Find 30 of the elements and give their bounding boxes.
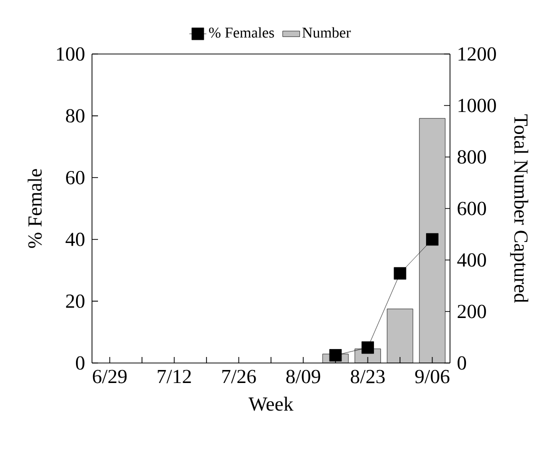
y-tick-label: 40 bbox=[66, 232, 84, 246]
y-tick-label: 0 bbox=[76, 356, 84, 370]
y2-tick-label: 1200 bbox=[458, 47, 496, 61]
y2-tick-label: 0 bbox=[458, 356, 466, 370]
x-tick-label: 8/23 bbox=[350, 370, 385, 384]
y-tick-label: 60 bbox=[66, 170, 84, 184]
x-tick-label: 7/26 bbox=[222, 370, 256, 384]
y2-tick-label: 400 bbox=[457, 253, 486, 267]
x-axis-title: Week bbox=[248, 396, 294, 411]
bar bbox=[386, 308, 414, 363]
y2-tick-label: 200 bbox=[458, 304, 486, 318]
x-tick-label: 9/06 bbox=[415, 370, 450, 384]
point bbox=[329, 349, 342, 362]
x-tick-label: 6/29 bbox=[92, 370, 127, 384]
x-tick-label: 7/12 bbox=[158, 370, 191, 384]
bar bbox=[419, 118, 446, 363]
x-tick-label: 8/09 bbox=[286, 370, 320, 384]
y-tick-label: 20 bbox=[66, 294, 84, 308]
y-axis-title: % Female bbox=[28, 169, 42, 248]
y2-tick-label: 1000 bbox=[458, 98, 496, 112]
point bbox=[394, 267, 406, 280]
point bbox=[362, 341, 374, 354]
y2-tick-label: 800 bbox=[458, 150, 486, 164]
y2-tick-label: 600 bbox=[458, 202, 486, 216]
y2-axis-title: Total Number Captured bbox=[510, 114, 528, 303]
y-tick-label: 80 bbox=[66, 109, 84, 123]
legend-label: Number bbox=[302, 27, 351, 38]
y-tick-label: 100 bbox=[57, 47, 84, 61]
legend-label: % Females bbox=[209, 27, 274, 38]
point bbox=[426, 233, 438, 246]
